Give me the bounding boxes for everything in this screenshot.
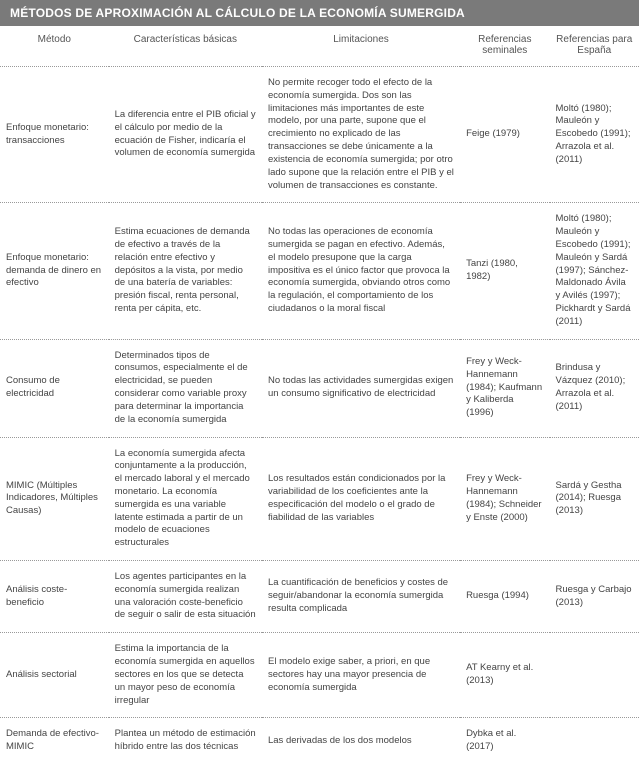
cell-method: Análisis sectorial xyxy=(0,633,109,718)
col-header-method: Método xyxy=(0,26,109,67)
cell-caract: Plantea un método de estimación híbrido … xyxy=(109,718,262,764)
table-row: Consumo de electricidadDeterminados tipo… xyxy=(0,339,639,437)
cell-limit: Los resultados están condicionados por l… xyxy=(262,437,460,561)
cell-method: Enfoque monetario: demanda de dinero en … xyxy=(0,203,109,339)
cell-method: Consumo de electricidad xyxy=(0,339,109,437)
cell-ref-spain: Moltó (1980); Mauleón y Escobedo (1991);… xyxy=(550,203,639,339)
table-title: MÉTODOS DE APROXIMACIÓN AL CÁLCULO DE LA… xyxy=(0,0,639,26)
methods-table: Método Características básicas Limitacio… xyxy=(0,26,639,764)
table-header-row: Método Características básicas Limitacio… xyxy=(0,26,639,67)
cell-ref-spain: Moltó (1980); Mauleón y Escobedo (1991);… xyxy=(550,67,639,203)
table-row: Análisis sectorialEstima la importancia … xyxy=(0,633,639,718)
table-row: Enfoque monetario: demanda de dinero en … xyxy=(0,203,639,339)
cell-method: MIMIC (Múltiples Indicadores, Múltiples … xyxy=(0,437,109,561)
cell-caract: La diferencia entre el PIB oficial y el … xyxy=(109,67,262,203)
cell-caract: La economía sumergida afecta conjuntamen… xyxy=(109,437,262,561)
col-header-caract: Características básicas xyxy=(109,26,262,67)
cell-limit: No todas las actividades sumergidas exig… xyxy=(262,339,460,437)
cell-ref-seminal: Frey y Weck-Hannemann (1984); Schneider … xyxy=(460,437,549,561)
col-header-ref2: Referencias para España xyxy=(550,26,639,67)
cell-ref-seminal: Feige (1979) xyxy=(460,67,549,203)
cell-limit: Las derivadas de los dos modelos xyxy=(262,718,460,764)
table-row: Enfoque monetario: transaccionesLa difer… xyxy=(0,67,639,203)
table-row: Demanda de efectivo-MIMICPlantea un méto… xyxy=(0,718,639,764)
cell-limit: No permite recoger todo el efecto de la … xyxy=(262,67,460,203)
cell-ref-seminal: Dybka et al. (2017) xyxy=(460,718,549,764)
cell-ref-spain: Ruesga y Carbajo (2013) xyxy=(550,561,639,633)
cell-caract: Estima ecuaciones de demanda de efectivo… xyxy=(109,203,262,339)
cell-ref-seminal: Ruesga (1994) xyxy=(460,561,549,633)
cell-ref-spain xyxy=(550,718,639,764)
col-header-ref1: Referencias seminales xyxy=(460,26,549,67)
cell-ref-spain: Brindusa y Vázquez (2010); Arrazola et a… xyxy=(550,339,639,437)
cell-ref-seminal: Frey y Weck-Hannemann (1984); Kaufmann y… xyxy=(460,339,549,437)
table-row: Análisis coste-beneficioLos agentes part… xyxy=(0,561,639,633)
cell-ref-spain: Sardá y Gestha (2014); Ruesga (2013) xyxy=(550,437,639,561)
cell-method: Análisis coste-beneficio xyxy=(0,561,109,633)
cell-limit: No todas las operaciones de economía sum… xyxy=(262,203,460,339)
cell-ref-spain xyxy=(550,633,639,718)
table-body: Enfoque monetario: transaccionesLa difer… xyxy=(0,67,639,764)
cell-caract: Los agentes participantes en la economía… xyxy=(109,561,262,633)
cell-limit: El modelo exige saber, a priori, en que … xyxy=(262,633,460,718)
cell-method: Enfoque monetario: transacciones xyxy=(0,67,109,203)
cell-caract: Determinados tipos de consumos, especial… xyxy=(109,339,262,437)
cell-method: Demanda de efectivo-MIMIC xyxy=(0,718,109,764)
cell-caract: Estima la importancia de la economía sum… xyxy=(109,633,262,718)
col-header-limit: Limitaciones xyxy=(262,26,460,67)
cell-limit: La cuantificación de beneficios y costes… xyxy=(262,561,460,633)
table-container: MÉTODOS DE APROXIMACIÓN AL CÁLCULO DE LA… xyxy=(0,0,639,764)
table-row: MIMIC (Múltiples Indicadores, Múltiples … xyxy=(0,437,639,561)
cell-ref-seminal: AT Kearny et al. (2013) xyxy=(460,633,549,718)
cell-ref-seminal: Tanzi (1980, 1982) xyxy=(460,203,549,339)
